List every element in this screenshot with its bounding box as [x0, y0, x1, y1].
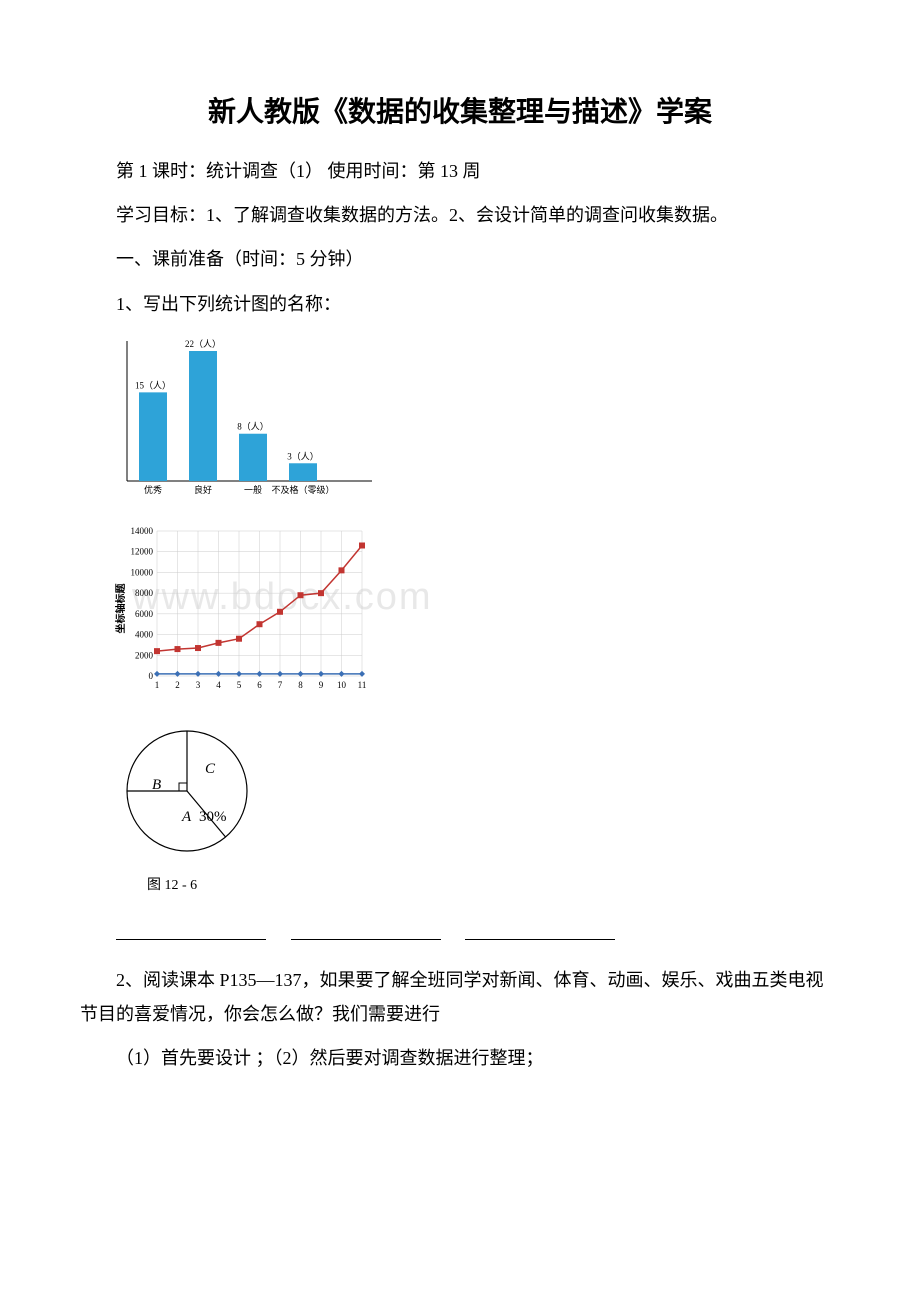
- svg-text:2: 2: [175, 680, 180, 690]
- svg-text:5: 5: [237, 680, 242, 690]
- blank-1: [116, 939, 266, 940]
- svg-text:4: 4: [216, 680, 221, 690]
- svg-text:9: 9: [319, 680, 324, 690]
- svg-text:30%: 30%: [199, 809, 227, 825]
- line-chart: 0 2000 4000 6000 8000 10000 12000 14000 1 2 3 4 5 6 7 8…: [112, 521, 840, 711]
- charts-container: 15（人）优秀22（人）良好8（人）一般3（人）不及格（零级） www.bdoc…: [112, 331, 840, 894]
- pie-chart: C B A 30% 图 12 - 6: [112, 721, 840, 894]
- svg-text:优秀: 优秀: [144, 484, 162, 495]
- svg-text:坐标轴标题: 坐标轴标题: [114, 582, 127, 633]
- question-2: 2、阅读课本 P135—137，如果要了解全班同学对新闻、体育、动画、娱乐、戏曲…: [80, 963, 840, 1031]
- svg-text:A: A: [181, 809, 192, 825]
- svg-text:6: 6: [257, 680, 262, 690]
- svg-text:不及格（零级）: 不及格（零级）: [271, 484, 334, 495]
- svg-text:良好: 良好: [194, 484, 212, 495]
- svg-text:8000: 8000: [135, 588, 154, 598]
- svg-text:B: B: [152, 777, 161, 793]
- svg-text:10000: 10000: [131, 567, 154, 577]
- svg-text:一般: 一般: [244, 484, 262, 495]
- blank-3: [465, 939, 615, 940]
- svg-text:6000: 6000: [135, 609, 154, 619]
- svg-text:0: 0: [149, 671, 154, 681]
- bar-chart: 15（人） 优秀 22（人） 良好 8（人） 一般 3（人） 不及格（零级）: [112, 331, 840, 511]
- svg-text:12000: 12000: [131, 546, 154, 556]
- svg-text:15（人）: 15（人）: [135, 380, 171, 390]
- line-chart-wrapper: www.bdocx.com 02000400060008000100001200…: [112, 521, 840, 711]
- answer-blanks: [116, 924, 840, 945]
- question-1: 1、写出下列统计图的名称：: [80, 287, 840, 321]
- svg-text:11: 11: [358, 680, 367, 690]
- svg-text:1: 1: [155, 680, 160, 690]
- svg-text:7: 7: [278, 680, 283, 690]
- svg-text:8（人）: 8（人）: [237, 421, 269, 431]
- svg-text:8: 8: [298, 680, 303, 690]
- svg-text:3（人）: 3（人）: [287, 451, 319, 461]
- svg-text:2000: 2000: [135, 650, 154, 660]
- svg-text:C: C: [205, 761, 216, 777]
- svg-text:3: 3: [196, 680, 201, 690]
- lesson-info: 第 1 课时：统计调查（1） 使用时间：第 13 周: [80, 154, 840, 188]
- pie-caption: 图 12 - 6: [147, 874, 840, 894]
- svg-text:10: 10: [337, 680, 347, 690]
- svg-text:14000: 14000: [131, 526, 154, 536]
- blank-2: [291, 939, 441, 940]
- svg-text:4000: 4000: [135, 629, 154, 639]
- svg-text:22（人）: 22（人）: [185, 339, 221, 349]
- section-heading-prep: 一、课前准备（时间：5 分钟）: [80, 242, 840, 276]
- learning-goals: 学习目标：1、了解调查收集数据的方法。2、会设计简单的调查问收集数据。: [80, 198, 840, 232]
- question-2-sub: （1）首先要设计 ；（2）然后要对调查数据进行整理；: [80, 1041, 840, 1075]
- page-title: 新人教版《数据的收集整理与描述》学案: [80, 90, 840, 130]
